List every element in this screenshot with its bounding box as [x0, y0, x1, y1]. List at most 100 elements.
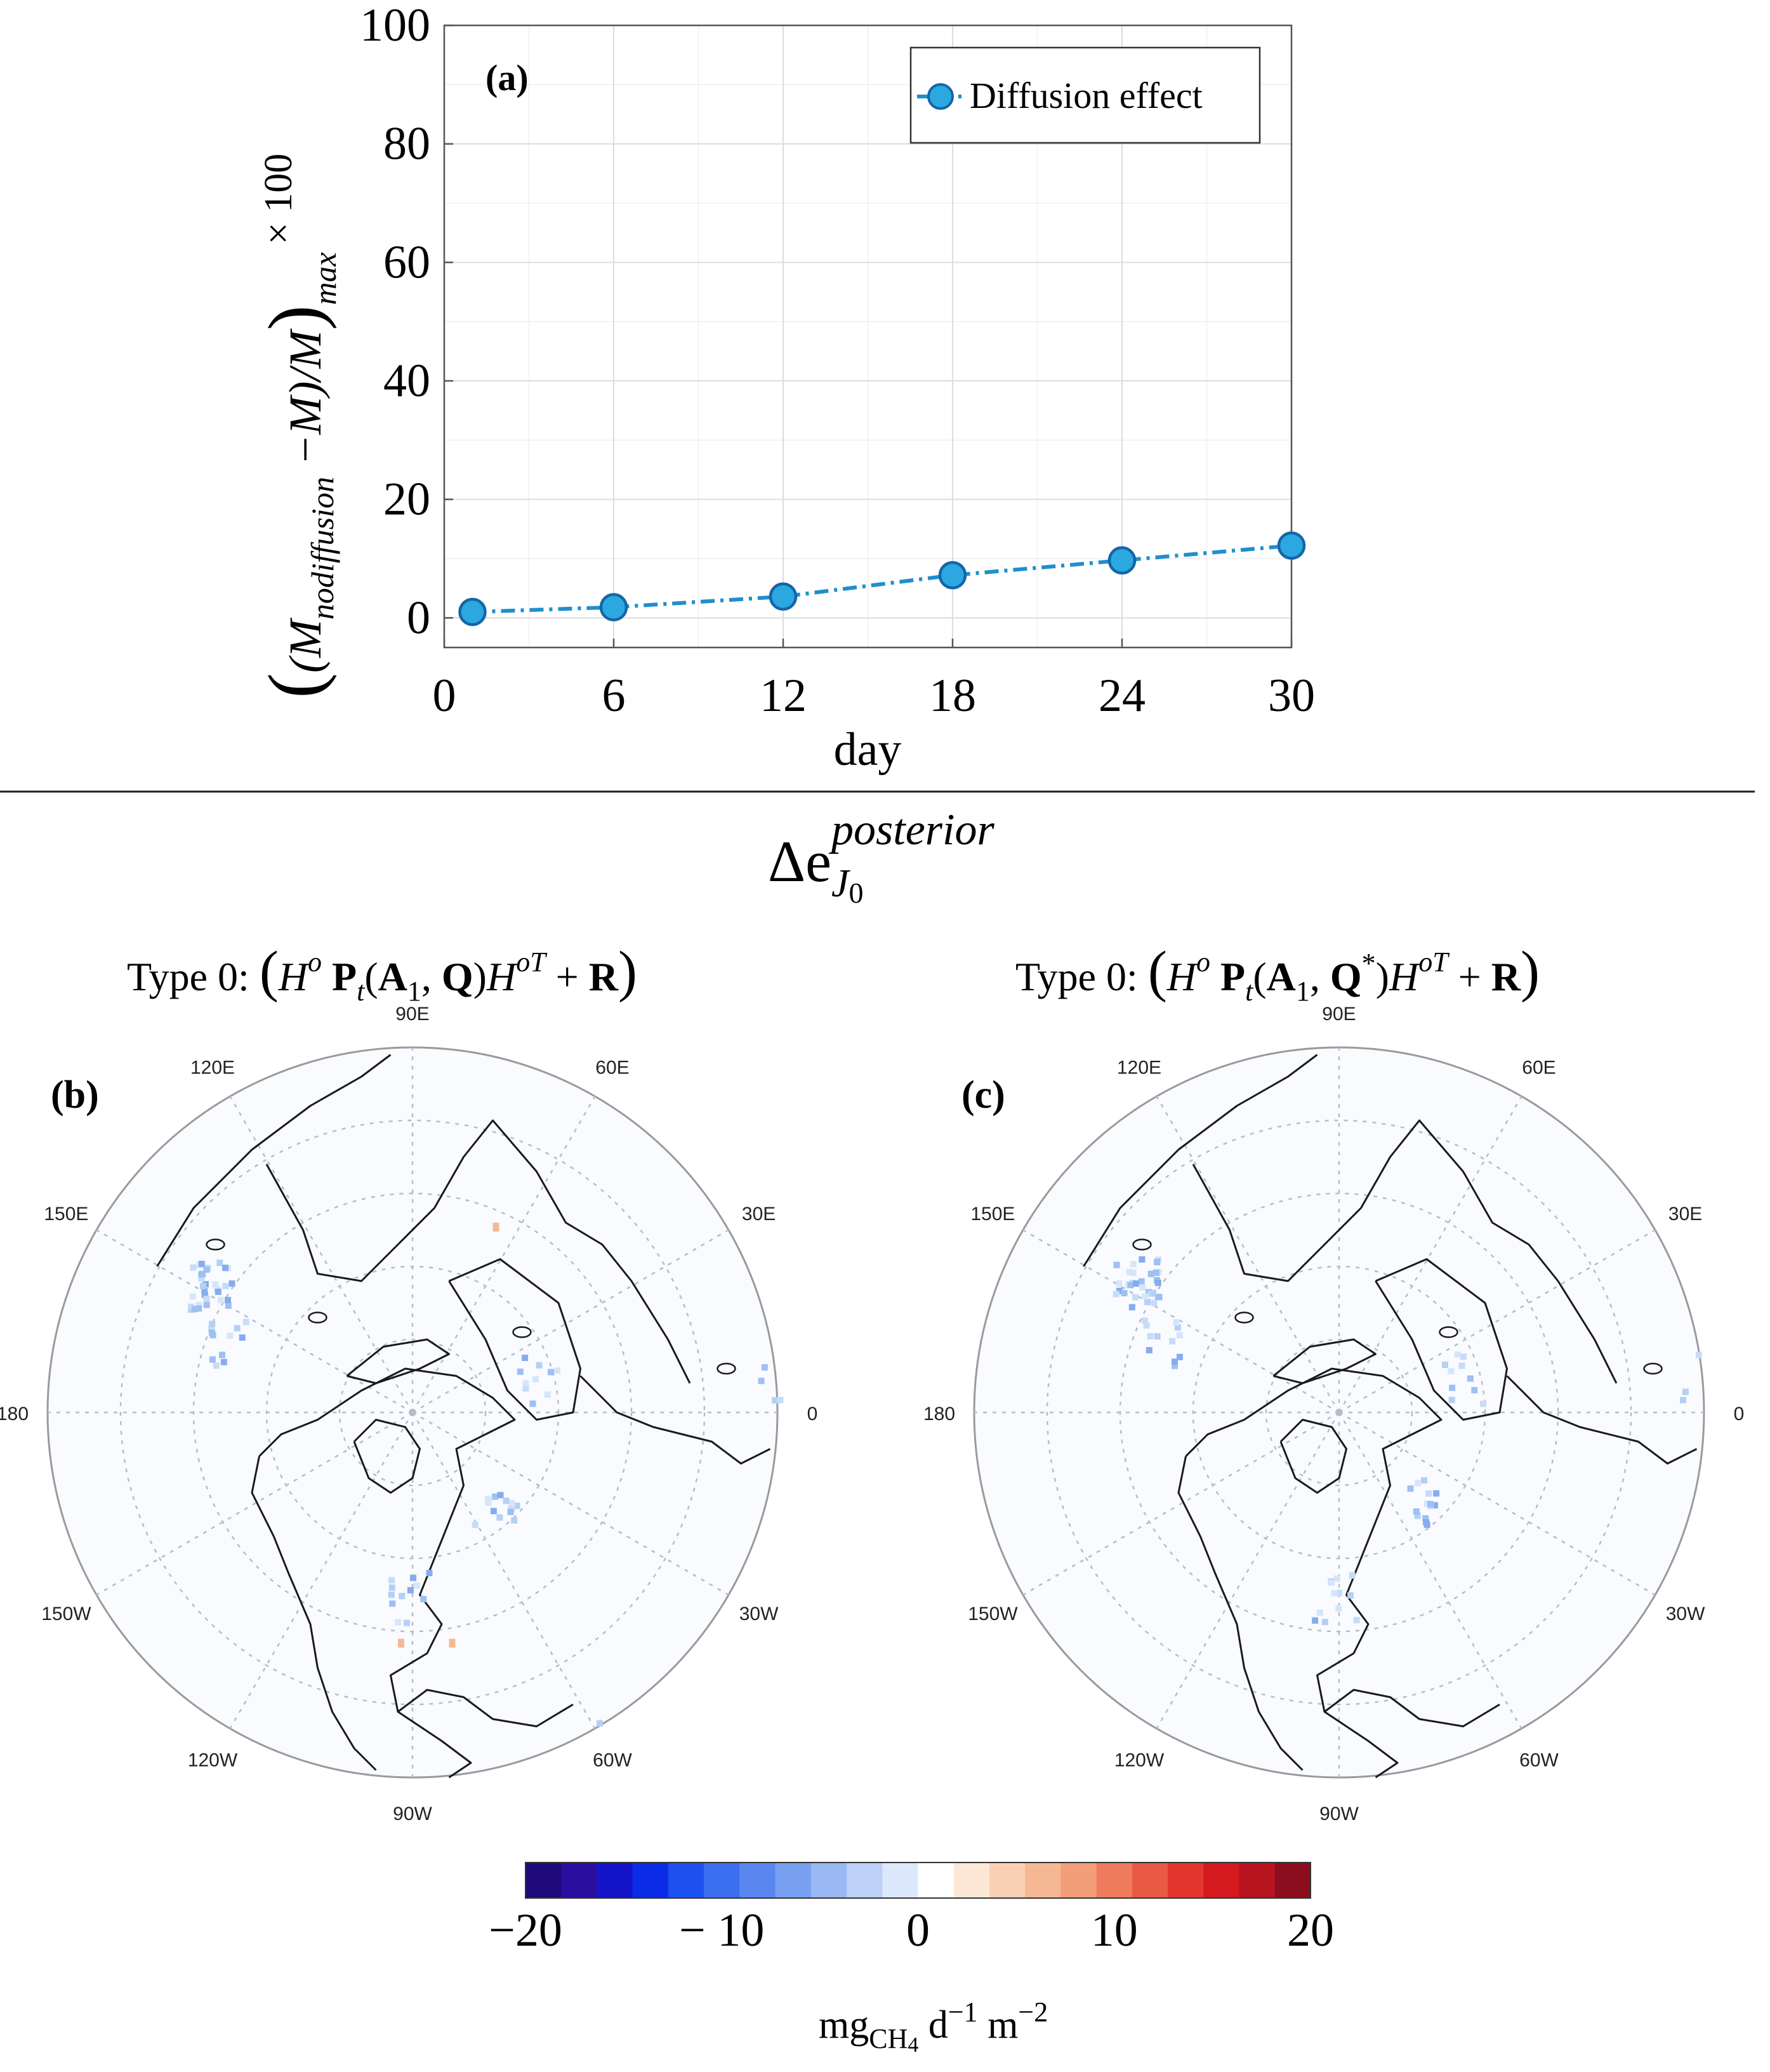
meridian-10 [1022, 1229, 1340, 1414]
data-point-day-24 [1107, 546, 1137, 575]
colorbar-segment-18 [1168, 1863, 1204, 1898]
flux-pixel-negative [772, 1397, 779, 1404]
colorbar-segment-14 [1025, 1863, 1062, 1898]
flux-pixel-negative [1349, 1572, 1356, 1579]
flux-pixel-negative [1128, 1304, 1135, 1311]
flux-pixel-negative [1433, 1490, 1440, 1497]
flux-pixel-negative [1169, 1338, 1176, 1345]
data-point-day-6 [599, 593, 628, 621]
flux-pixel-negative [472, 1522, 479, 1529]
coastline-greenland [448, 1258, 581, 1421]
island-2 [206, 1239, 225, 1251]
flux-pixel-negative [228, 1280, 235, 1287]
flux-pixel-negative [1173, 1318, 1180, 1325]
flux-pixel-negative [1423, 1521, 1430, 1528]
panel-label-c: (c) [961, 1073, 1005, 1117]
longitude-label-150W: 150W [41, 1604, 91, 1624]
longitude-label-30W: 30W [1666, 1604, 1705, 1624]
longitude-label-0: 0 [1734, 1404, 1745, 1424]
meridian-10 [96, 1229, 413, 1414]
flux-pixel-negative [496, 1514, 503, 1521]
colorbar-segment-4 [668, 1863, 704, 1898]
colorbar-segment-11 [918, 1863, 954, 1898]
flux-pixel-negative [1695, 1351, 1702, 1358]
subtitle-left: Type 0: (Ho Pt(A1, Q)HoT + R) [127, 940, 637, 1007]
title-subscript-j: J [831, 862, 850, 905]
flux-pixel-negative [201, 1287, 208, 1294]
flux-pixel-negative [1174, 1324, 1181, 1331]
flux-pixel-positive [449, 1638, 456, 1648]
x-tick-label-12: 12 [760, 670, 807, 722]
y-axis-label: ((Mnodiffusion −M)/M)max× 100 [253, 154, 343, 698]
meridian-1 [411, 1096, 596, 1413]
flux-pixel-negative [1353, 1617, 1360, 1624]
island-1 [1234, 1312, 1254, 1324]
flux-pixel-negative [413, 1582, 420, 1589]
flux-pixel-negative [239, 1334, 246, 1341]
island-3 [1439, 1326, 1458, 1338]
coastline-north-america-west [251, 1456, 377, 1771]
y-tick-labels: 0 20 40 60 80 100 [360, 0, 430, 644]
longitude-label-150E: 150E [970, 1204, 1015, 1225]
flux-pixel-negative [203, 1296, 210, 1303]
title-superscript: posterior [828, 806, 994, 854]
svg-text:J0: J0 [831, 862, 864, 909]
title-subscript-0: 0 [849, 877, 864, 909]
flux-pixel-positive [492, 1223, 499, 1232]
flux-pixel-negative [222, 1283, 229, 1290]
colorbar-segment-7 [775, 1863, 812, 1898]
flux-pixel-negative [1467, 1375, 1474, 1382]
flux-pixel-negative [395, 1619, 402, 1626]
flux-pixel-negative [1176, 1332, 1183, 1339]
flux-pixel-negative [1156, 1294, 1163, 1301]
flux-pixel-negative [1127, 1282, 1134, 1289]
flux-pixel-negative [1143, 1322, 1150, 1329]
flux-pixel-negative [1147, 1332, 1154, 1339]
plot-area-frame [443, 24, 1293, 649]
series-diffusion-effect [458, 531, 1306, 627]
legend-entry-diffusion-effect: Diffusion effect [970, 75, 1203, 116]
flux-pixel-negative [1151, 1299, 1158, 1306]
x-tick-label-0: 0 [433, 670, 456, 722]
flux-pixel-negative [1425, 1490, 1432, 1497]
flux-pixel-negative [190, 1264, 197, 1271]
meridian-7 [229, 1412, 414, 1729]
island-0 [717, 1362, 736, 1375]
coastline-eurasia-arctic [265, 1119, 691, 1384]
flux-pixel-negative [209, 1356, 216, 1363]
flux-pixel-negative [227, 1332, 234, 1339]
colorbar-segment-17 [1132, 1863, 1168, 1898]
coastline-europe-africa [1506, 1375, 1698, 1464]
svg-text:Δeposterior: Δeposterior [768, 806, 994, 894]
flux-pixel-negative [544, 1391, 551, 1398]
unit-4: 4 [908, 2033, 918, 2057]
colorbar-segment-13 [989, 1863, 1026, 1898]
flux-pixel-negative [491, 1493, 498, 1500]
island-0 [1643, 1362, 1663, 1375]
svg-text:((Mnodiffusion −M)/M)max× 100: ((Mnodiffusion −M)/M)max× 100 [253, 154, 343, 698]
flux-pixel-negative [1113, 1291, 1119, 1298]
flux-pixel-negative [522, 1379, 529, 1386]
colorbar-tick-label-0: −20 [489, 1904, 562, 1956]
flux-pixel-negative [1460, 1353, 1467, 1360]
unit-m: m [978, 2003, 1019, 2047]
flux-pixel-negative [1331, 1590, 1338, 1597]
longitude-label-60W: 60W [1519, 1750, 1559, 1771]
flux-pixel-negative [1347, 1592, 1354, 1599]
longitude-label-150E: 150E [44, 1204, 88, 1225]
colorbar-segment-8 [810, 1863, 847, 1898]
flux-pixel-negative [513, 1503, 520, 1510]
flux-pixel-positive [398, 1638, 404, 1648]
flux-pixel-negative [1154, 1333, 1161, 1340]
flux-pixel-negative [485, 1499, 492, 1506]
flux-pixel-negative [242, 1318, 249, 1325]
flux-pixel-negative [1176, 1353, 1183, 1360]
colorbar-segment-3 [632, 1863, 669, 1898]
meridian-7 [1156, 1412, 1340, 1729]
colorbar-segment-9 [847, 1863, 883, 1898]
flux-pixel-negative [1152, 1269, 1159, 1276]
flux-pixel-negative [1116, 1287, 1123, 1294]
flux-pixel-negative [1144, 1298, 1151, 1305]
longitude-label-120E: 120E [190, 1057, 235, 1078]
x-tick-label-6: 6 [602, 670, 626, 722]
